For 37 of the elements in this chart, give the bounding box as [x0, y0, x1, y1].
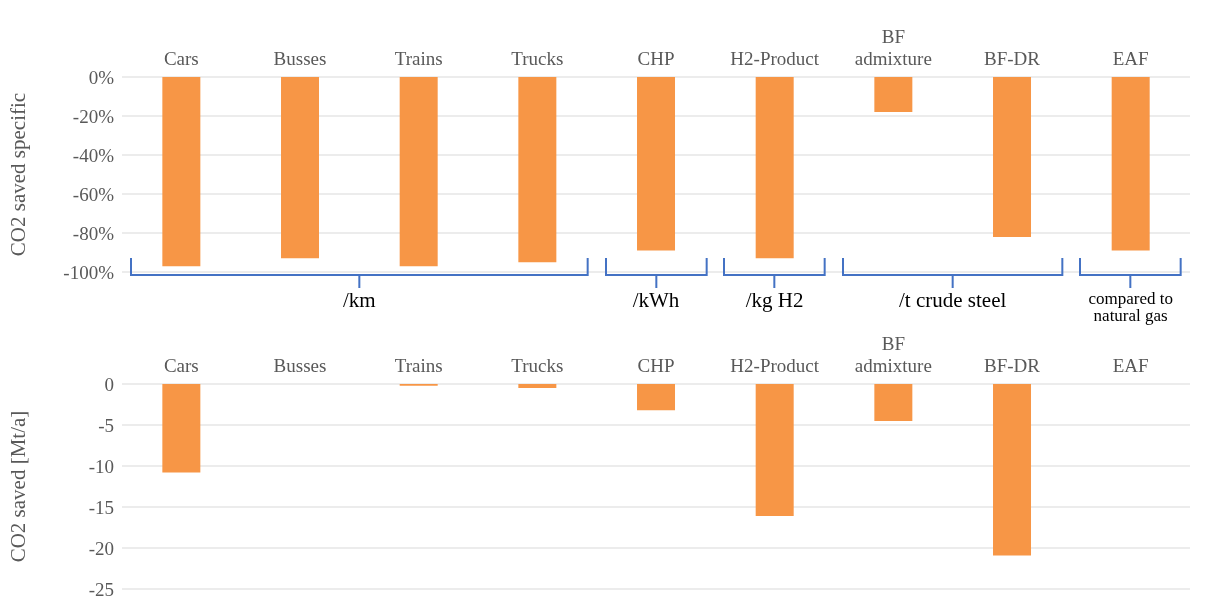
y-tick-label: -20% — [72, 105, 115, 127]
text: /km — [342, 288, 377, 312]
x-tick-label: Cars — [163, 355, 199, 376]
x-tick-label: BF admixture — [854, 26, 932, 69]
text: compared to natural gas — [1087, 289, 1174, 325]
x-tick-label: Cars — [163, 48, 199, 69]
text: /t crude steel — [898, 288, 1008, 312]
x-tick-label: EAF — [1112, 48, 1149, 69]
y-tick-label: -5 — [98, 414, 114, 436]
y-axis-title: CO2 saved [Mt/a] — [6, 410, 31, 563]
y-tick-label: 0% — [88, 66, 115, 88]
x-tick-label: Busses — [273, 48, 327, 69]
y-tick-label: -15 — [88, 496, 114, 518]
y-tick-label: -40% — [72, 144, 115, 166]
x-tick-label: CHP — [637, 355, 675, 376]
y-tick-label: -20 — [88, 537, 114, 559]
x-tick-label: Trucks — [511, 355, 564, 376]
x-tick-label: BF admixture — [854, 333, 932, 376]
y-tick-label: -25 — [88, 578, 114, 600]
text: /kWh — [631, 288, 681, 312]
y-tick-label: -60% — [72, 183, 115, 205]
y-tick-label: -80% — [72, 222, 115, 244]
x-tick-label: BF-DR — [984, 48, 1041, 69]
y-tick-label: -100% — [63, 261, 115, 283]
y-axis-title: CO2 saved specific — [6, 92, 31, 257]
x-tick-label: BF-DR — [984, 355, 1041, 376]
text: /kg H2 — [744, 288, 805, 312]
x-tick-label: H2-Product — [730, 48, 820, 69]
y-tick-label: -10 — [88, 455, 114, 477]
y-tick-label: 0 — [104, 373, 114, 395]
x-tick-label: Trains — [394, 355, 443, 376]
x-tick-label: CHP — [637, 48, 675, 69]
x-tick-label: Trains — [394, 48, 443, 69]
x-tick-label: Trucks — [511, 48, 564, 69]
x-tick-label: H2-Product — [730, 355, 820, 376]
x-tick-label: Busses — [273, 355, 327, 376]
x-tick-label: EAF — [1112, 355, 1149, 376]
